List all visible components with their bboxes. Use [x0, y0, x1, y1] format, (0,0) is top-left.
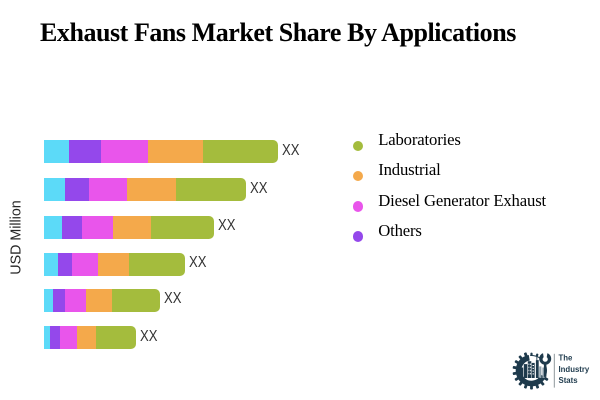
svg-text:Industry: Industry: [559, 365, 590, 374]
svg-text:Stats: Stats: [559, 376, 579, 385]
svg-text:The: The: [559, 354, 574, 363]
